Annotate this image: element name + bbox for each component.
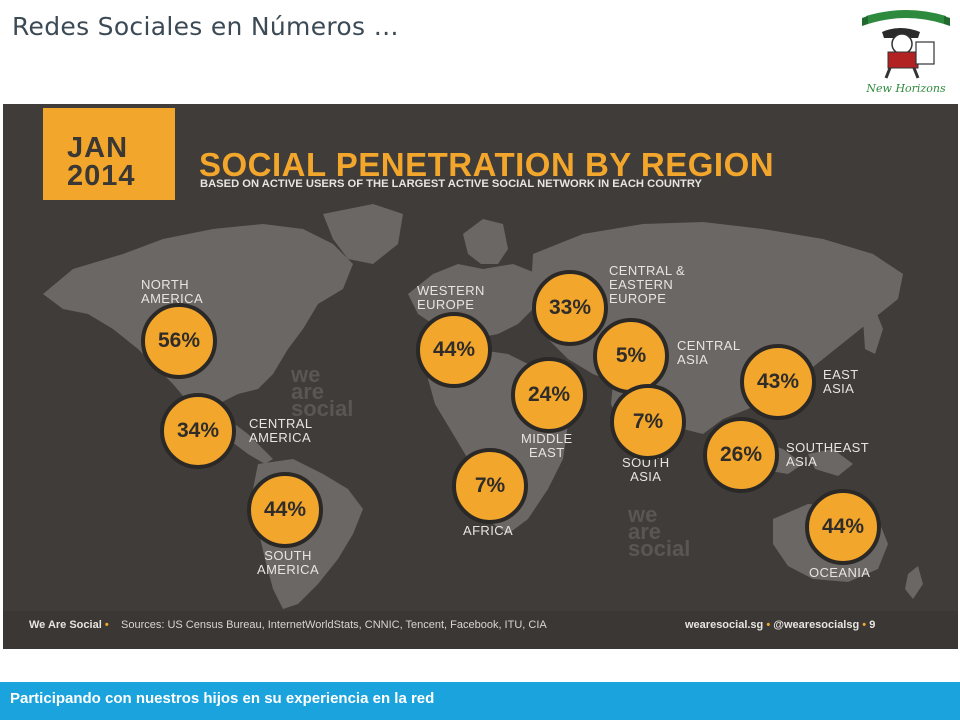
region-label-central-america: CENTRAL AMERICA — [249, 416, 313, 445]
region-label-oceania: OCEANIA — [809, 565, 871, 580]
region-label-middle-east: MIDDLE EAST — [521, 431, 573, 460]
region-value-south-asia: 7% — [610, 384, 686, 460]
infographic-subtitle: BASED ON ACTIVE USERS OF THE LARGEST ACT… — [200, 178, 703, 190]
watermark: we are social — [291, 362, 354, 421]
region-label-southeast-asia: SOUTHEAST ASIA — [786, 440, 870, 469]
watermark: we are social — [628, 502, 691, 561]
footer-brand: We Are Social • — [29, 619, 109, 631]
date-badge-text: JAN 2014 — [67, 132, 136, 192]
social-penetration-infographic: JAN 2014 SOCIAL PENETRATION BY REGION BA… — [3, 104, 958, 649]
region-value-western-europe: 44% — [416, 312, 492, 388]
region-value-africa: 7% — [452, 448, 528, 524]
region-value-central-asia: 5% — [593, 318, 669, 394]
slide-title: Redes Sociales en Números … — [12, 12, 399, 41]
region-value-north-america: 56% — [141, 303, 217, 379]
region-label-south-america: SOUTH AMERICA — [257, 548, 320, 577]
region-label-north-america: NORTH AMERICA — [141, 277, 204, 306]
region-value-south-america: 44% — [247, 472, 323, 548]
region-label-africa: AFRICA — [463, 523, 514, 538]
footer-separator: • — [104, 619, 109, 631]
region-value-oceania: 44% — [805, 489, 881, 565]
footer-contact: wearesocial.sg • @wearesocialsg • 9 — [685, 619, 875, 631]
region-label-central-asia: CENTRAL ASIA — [677, 338, 741, 367]
footer-brand-name: We Are Social — [29, 619, 102, 631]
footer-separator: • — [862, 619, 870, 631]
region-value-southeast-asia: 26% — [703, 417, 779, 493]
region-value-middle-east: 24% — [511, 357, 587, 433]
footer-page-number: 9 — [869, 619, 876, 631]
region-label-east-asia: EAST ASIA — [823, 367, 859, 396]
region-label-south-asia: SOUTH ASIA — [622, 455, 670, 484]
svg-text:New Horizons: New Horizons — [865, 82, 946, 95]
footer-website: wearesocial.sg — [685, 619, 764, 631]
slide-footer-caption: Participando con nuestros hijos en su ex… — [10, 690, 435, 707]
infographic-title: SOCIAL PENETRATION BY REGION — [199, 146, 775, 183]
slide-footer-bar — [0, 682, 960, 720]
school-logo: New Horizons — [860, 2, 952, 100]
region-value-central-america: 34% — [160, 393, 236, 469]
date-badge — [43, 108, 175, 200]
region-label-western-europe: WESTERN EUROPE — [417, 283, 485, 312]
region-label-central-eastern-europe: CENTRAL & EASTERN EUROPE — [609, 263, 686, 306]
region-value-east-asia: 43% — [740, 344, 816, 420]
infographic-footer — [3, 611, 958, 649]
footer-separator: • — [766, 619, 774, 631]
region-value-central-eastern-europe: 33% — [532, 270, 608, 346]
footer-sources: Sources: US Census Bureau, InternetWorld… — [121, 619, 547, 631]
footer-handle: @wearesocialsg — [773, 619, 860, 631]
